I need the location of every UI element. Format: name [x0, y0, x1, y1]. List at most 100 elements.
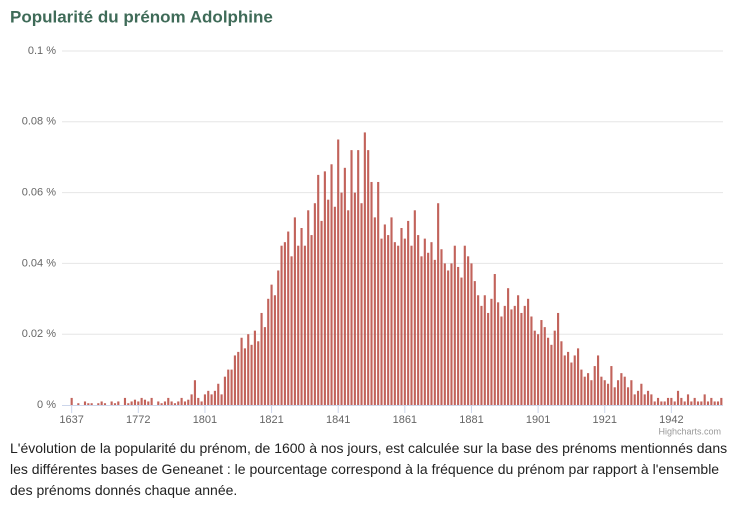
bar [676, 390, 680, 405]
bar [660, 401, 663, 405]
bar [573, 355, 576, 405]
bar [360, 203, 363, 405]
bar [567, 351, 570, 405]
bar [330, 164, 333, 405]
bar [70, 397, 73, 405]
bar [240, 337, 243, 405]
bar [530, 316, 533, 405]
bar [397, 245, 400, 405]
bar [543, 327, 546, 405]
chart-title: Popularité du prénom Adolphine [10, 7, 273, 26]
description: L'évolution de la popularité du prénom, … [10, 440, 728, 498]
bar [203, 394, 206, 405]
bar [547, 337, 550, 405]
bar [307, 210, 310, 405]
bar [263, 327, 266, 405]
credits[interactable]: Highcharts.com [658, 426, 721, 436]
bar [473, 281, 476, 405]
bar [560, 341, 563, 405]
bar [477, 295, 480, 405]
bar [703, 394, 706, 405]
bar [210, 394, 213, 405]
bar [537, 334, 540, 405]
bar [686, 394, 690, 405]
bar [300, 228, 303, 405]
chart: Popularité du prénom Adolphine Highchart… [10, 7, 723, 436]
bar [340, 192, 343, 405]
bar [267, 298, 270, 405]
bar [646, 390, 650, 405]
bar [297, 245, 300, 405]
bar [600, 376, 603, 405]
bar [347, 210, 350, 405]
bar [323, 171, 326, 405]
bar [417, 235, 420, 405]
bar [317, 174, 320, 405]
bar [77, 403, 80, 405]
bar [587, 373, 590, 405]
bar [636, 390, 640, 405]
bar [673, 401, 676, 405]
bar [603, 380, 606, 405]
bar [596, 355, 600, 405]
bar [616, 380, 620, 405]
bar [483, 295, 486, 405]
bar [497, 302, 500, 405]
x-tick-label: 1772 [126, 414, 150, 426]
bar [123, 397, 127, 405]
bar [427, 252, 430, 405]
bar [570, 362, 573, 405]
bar [590, 380, 593, 405]
bar [363, 132, 366, 406]
bar [87, 403, 90, 405]
bar [197, 397, 200, 405]
x-tick-label: 1801 [193, 414, 217, 426]
bar [493, 274, 496, 405]
bar [133, 399, 137, 405]
bar [720, 397, 723, 405]
bar [303, 245, 306, 405]
bar [540, 320, 543, 405]
bar [523, 305, 526, 405]
bar [437, 203, 440, 405]
bar [140, 397, 143, 405]
bar [583, 376, 586, 405]
bar [177, 401, 180, 405]
bar [500, 316, 503, 405]
bar [90, 403, 93, 405]
bar [320, 220, 323, 405]
bar [610, 366, 613, 405]
bar [280, 245, 283, 405]
bar [700, 401, 703, 405]
bar [517, 295, 520, 405]
bar [380, 238, 383, 405]
bar [117, 401, 120, 405]
bar [187, 399, 190, 405]
x-tick-label: 1942 [659, 414, 683, 426]
bar [640, 383, 643, 405]
bar [670, 397, 673, 405]
bar [656, 397, 660, 405]
bar [710, 397, 713, 405]
bar [277, 270, 280, 405]
bar [337, 139, 340, 405]
bar [293, 217, 296, 405]
bar [613, 387, 616, 405]
bar [490, 298, 493, 405]
bar [577, 348, 580, 405]
x-tick-label: 1821 [259, 414, 283, 426]
bar [430, 242, 433, 405]
bar [287, 231, 290, 405]
bar [343, 167, 346, 405]
bar [353, 192, 356, 405]
bar [183, 401, 187, 405]
bar [313, 203, 316, 405]
bar [253, 330, 256, 405]
bar [626, 387, 630, 405]
bar [213, 390, 216, 405]
bar [690, 401, 693, 405]
bar [147, 401, 150, 405]
bar [470, 263, 473, 405]
bar [170, 401, 173, 405]
bar [207, 390, 210, 405]
